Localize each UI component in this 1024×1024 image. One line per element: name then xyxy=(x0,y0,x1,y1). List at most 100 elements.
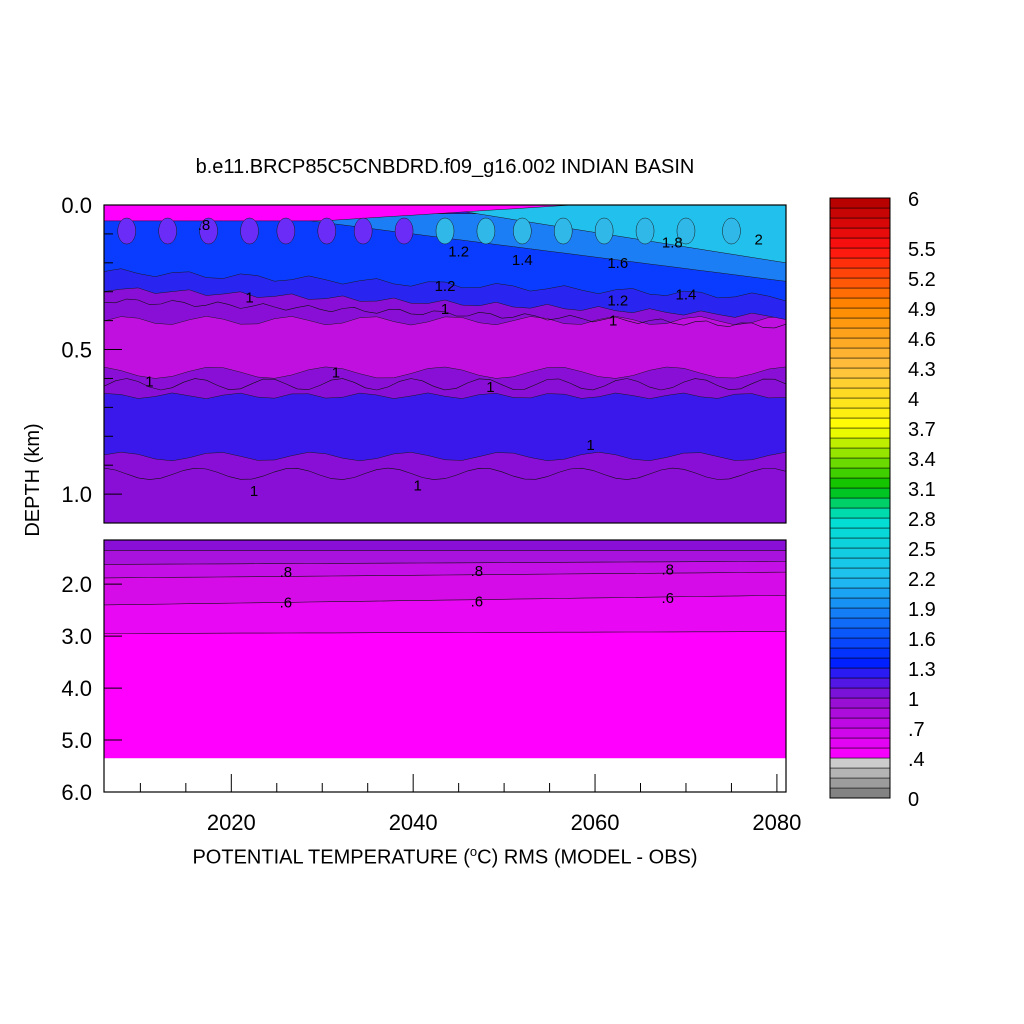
y-tick-label-upper: 1.0 xyxy=(61,482,92,507)
colorbar-swatch xyxy=(829,617,891,629)
colorbar-swatch xyxy=(829,237,891,249)
lower-panel-field xyxy=(104,540,786,792)
colorbar-label: 2.2 xyxy=(908,569,936,591)
contour-label: 1 xyxy=(586,437,594,454)
y-tick-label-lower: 2.0 xyxy=(61,572,92,597)
colorbar-swatch xyxy=(829,387,891,399)
surface-eddy xyxy=(317,217,337,245)
surface-eddy xyxy=(199,217,218,245)
y-tick-label-lower: 4.0 xyxy=(61,676,92,701)
colorbar-swatch xyxy=(829,267,891,279)
colorbar-label: 4 xyxy=(908,389,919,411)
colorbar-swatch xyxy=(829,247,891,259)
colorbar-swatch xyxy=(829,257,891,269)
surface-eddy xyxy=(513,217,532,245)
y-axis-label: DEPTH (km) xyxy=(22,423,44,537)
contour-label: 1.2 xyxy=(607,292,628,309)
contour-label: 1 xyxy=(250,483,258,500)
x-axis-label-degree: o xyxy=(469,844,478,859)
colorbar-swatch xyxy=(829,547,891,559)
colorbar-swatch xyxy=(829,487,891,499)
colorbar-label: 2.8 xyxy=(908,509,936,531)
colorbar-swatch xyxy=(829,507,891,519)
colorbar-swatch xyxy=(829,597,891,609)
colorbar-swatch xyxy=(829,587,891,599)
colorbar-label: 3.1 xyxy=(908,479,936,501)
surface-eddy xyxy=(553,217,573,245)
colorbar-swatch xyxy=(829,647,891,659)
band-magenta-mid xyxy=(104,316,786,379)
colorbar-swatch xyxy=(829,307,891,319)
upper-panel-field xyxy=(104,205,786,523)
contour-label: 1 xyxy=(245,290,253,307)
contour-label: .6 xyxy=(471,593,484,610)
colorbar-label: 1.3 xyxy=(908,659,936,681)
colorbar-swatch xyxy=(829,357,891,369)
contour-label: 1 xyxy=(609,313,617,330)
colorbar-label: 1.6 xyxy=(908,629,936,651)
contour-label: .8 xyxy=(280,564,293,581)
colorbar-swatch xyxy=(829,457,891,469)
contour-label: .8 xyxy=(471,563,484,580)
colorbar-swatch xyxy=(829,437,891,449)
colorbar-label: 6 xyxy=(908,189,919,211)
lower-panel-frame xyxy=(103,539,787,793)
colorbar-swatch xyxy=(829,217,891,229)
colorbar-swatch xyxy=(829,467,891,479)
y-tick-label-lower: 6.0 xyxy=(61,780,92,805)
band-violet-lower xyxy=(104,540,786,551)
colorbar-swatch xyxy=(829,407,891,419)
colorbar-swatch xyxy=(829,677,891,689)
colorbar-swatch xyxy=(829,207,891,219)
colorbar-label: 1 xyxy=(908,689,919,711)
colorbar-swatch xyxy=(829,227,891,239)
band-blue-deep xyxy=(104,392,786,462)
x-axis-label: POTENTIAL TEMPERATURE (oC) RMS (MODEL - … xyxy=(104,844,786,870)
colorbar-label: .7 xyxy=(908,719,925,741)
colorbar-swatch xyxy=(829,687,891,699)
x-tick-label: 2060 xyxy=(571,810,620,835)
colorbar-swatch xyxy=(829,577,891,589)
surface-eddy xyxy=(476,217,496,245)
colorbar-swatch xyxy=(829,317,891,329)
contour-label: 1 xyxy=(486,379,494,396)
colorbar-swatch xyxy=(829,427,891,439)
contour-label: 1 xyxy=(145,373,153,390)
contour-label: 1.2 xyxy=(435,278,456,295)
contour-label: .8 xyxy=(198,217,211,234)
colorbar-swatch xyxy=(829,767,891,779)
band-magenta-surface xyxy=(104,205,786,222)
colorbar-label: 5.5 xyxy=(908,239,936,261)
colorbar-swatch xyxy=(829,727,891,739)
colorbar-swatch xyxy=(829,657,891,669)
colorbar-swatch xyxy=(829,717,891,729)
contour-line-upper xyxy=(104,298,786,329)
colorbar-swatch xyxy=(829,447,891,459)
colorbar-swatch xyxy=(829,627,891,639)
colorbar-swatch xyxy=(829,697,891,709)
colorbar-swatch xyxy=(829,497,891,509)
contour-line-upper xyxy=(104,467,786,480)
contour-label: 1 xyxy=(441,301,449,318)
colorbar-swatch xyxy=(829,777,891,789)
contour-label: 1.4 xyxy=(512,252,533,269)
colorbar-label: 3.4 xyxy=(908,449,936,471)
colorbar-swatch xyxy=(829,327,891,339)
surface-eddy xyxy=(240,217,259,245)
colorbar-swatch xyxy=(829,377,891,389)
colorbar-swatch xyxy=(829,287,891,299)
colorbar-swatch xyxy=(829,667,891,679)
contour-label: 1.4 xyxy=(676,287,697,304)
chart-title: b.e11.BRCP85C5CNBDRD.f09_g16.002 INDIAN … xyxy=(195,156,695,178)
colorbar-label: 2.5 xyxy=(908,539,936,561)
colorbar-swatch xyxy=(829,517,891,529)
colorbar-swatch xyxy=(829,737,891,749)
y-tick-label-upper: 0.5 xyxy=(61,338,92,363)
surface-eddy xyxy=(722,217,741,245)
y-tick-label-lower: 3.0 xyxy=(61,624,92,649)
colorbar-swatch xyxy=(829,607,891,619)
colorbar-swatch xyxy=(829,557,891,569)
colorbar-swatch xyxy=(829,787,891,799)
contour-line-upper xyxy=(104,378,786,391)
x-axis-label-rest: C) RMS (MODEL - OBS) xyxy=(477,846,698,869)
